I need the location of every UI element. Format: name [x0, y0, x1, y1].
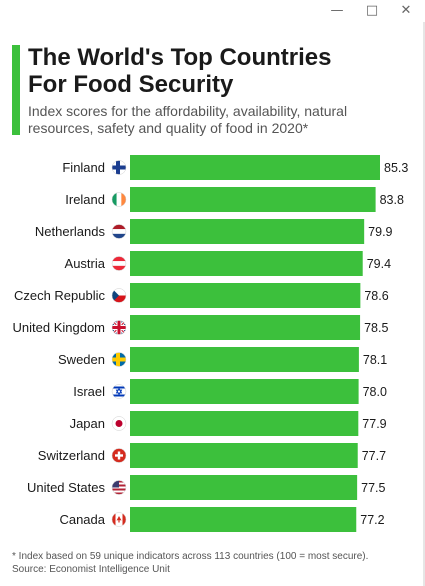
value-label: 78.1 [363, 353, 387, 367]
chart-subtitle: Index scores for the affordability, avai… [28, 103, 418, 137]
canada-flag-icon [111, 512, 127, 527]
bar [130, 379, 359, 404]
bar [130, 475, 358, 500]
footnote-text: * Index based on 59 unique indicators ac… [12, 551, 369, 562]
window-titlebar: — □ ✕ [0, 0, 425, 22]
value-label: 77.9 [362, 417, 386, 431]
chart-subtitle-line-1: Index scores for the affordability, avai… [28, 103, 348, 119]
source-text: Source: Economist Intelligence Unit [12, 564, 170, 575]
united-kingdom-flag-icon [111, 320, 127, 335]
value-label: 85.3 [384, 161, 408, 175]
category-label: Czech Republic [14, 288, 106, 303]
bar [130, 347, 359, 372]
chart-footer: * Index based on 59 unique indicators ac… [12, 550, 422, 576]
chart-title: The World's Top Countries For Food Secur… [28, 44, 418, 98]
value-label: 83.8 [380, 193, 404, 207]
category-label: Austria [65, 256, 106, 271]
value-label: 78.6 [364, 289, 388, 303]
value-label: 78.5 [364, 321, 388, 335]
bar [130, 507, 357, 532]
bar [130, 443, 358, 468]
value-label: 77.2 [360, 513, 384, 527]
value-label: 77.7 [362, 449, 386, 463]
finland-flag-icon [111, 160, 127, 175]
chart-title-line-1: The World's Top Countries [28, 44, 332, 71]
category-label: Netherlands [35, 224, 106, 239]
switzerland-flag-icon [111, 448, 127, 463]
bar [130, 283, 361, 308]
category-label: Switzerland [38, 448, 105, 463]
maximize-icon[interactable]: □ [365, 3, 379, 18]
value-label: 79.9 [368, 225, 392, 239]
category-label: Israel [73, 384, 105, 399]
israel-flag-icon [111, 384, 127, 399]
austria-flag-icon [111, 256, 127, 271]
chart-title-line-2: For Food Security [28, 71, 234, 98]
netherlands-flag-icon [111, 224, 127, 239]
bar [130, 155, 380, 180]
bar [130, 187, 376, 212]
bar [130, 411, 359, 436]
chart-subtitle-line-2: resources, safety and quality of food in… [28, 120, 309, 136]
title-accent-bar [12, 45, 20, 135]
category-label: Ireland [65, 192, 105, 207]
close-icon[interactable]: ✕ [400, 3, 412, 18]
bar [130, 251, 363, 276]
category-label: United States [27, 480, 106, 495]
united-states-flag-icon [111, 480, 127, 495]
value-label: 79.4 [367, 257, 391, 271]
bar [130, 315, 361, 340]
czech-republic-flag-icon [111, 288, 127, 303]
ireland-flag-icon [111, 192, 127, 207]
category-label: Canada [59, 512, 105, 527]
bar [130, 219, 365, 244]
value-label: 78.0 [363, 385, 387, 399]
value-label: 77.5 [361, 481, 385, 495]
category-label: Sweden [58, 352, 105, 367]
sweden-flag-icon [111, 352, 127, 367]
category-label: Finland [62, 160, 105, 175]
window-edge [423, 22, 425, 586]
japan-flag-icon [111, 416, 127, 431]
category-label: Japan [70, 416, 105, 431]
minimize-icon[interactable]: — [330, 3, 344, 18]
category-label: United Kingdom [13, 320, 106, 335]
bar-chart: Finland 85.3 Ireland 83.8 Netherlands 79.9 Aus… [13, 155, 408, 532]
